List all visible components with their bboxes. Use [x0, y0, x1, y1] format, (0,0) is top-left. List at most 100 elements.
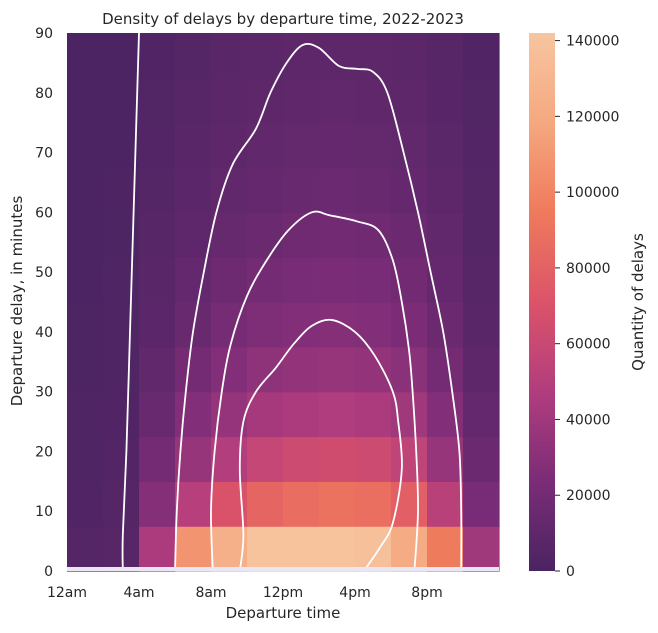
colorbar-tick-label: 120000 — [566, 109, 619, 125]
heatmap-cell — [463, 391, 500, 438]
y-tick-label: 10 — [35, 504, 53, 520]
heatmap-cell — [463, 481, 500, 527]
heatmap-cell — [139, 302, 176, 348]
contour-line — [174, 42, 463, 572]
heatmap-cell — [211, 122, 248, 169]
heatmap-cell — [247, 346, 284, 393]
y-tick-label: 50 — [35, 265, 53, 281]
heatmap-cell — [391, 391, 428, 438]
heatmap-cell — [319, 257, 356, 303]
colorbar-tick-label: 20000 — [566, 488, 611, 504]
heatmap-cell — [67, 77, 104, 124]
heatmap-cells — [67, 33, 500, 572]
heatmap-cell — [139, 436, 176, 482]
heatmap-cell — [355, 257, 392, 303]
heatmap-cell — [103, 77, 140, 124]
contour-lines — [67, 32, 499, 572]
heatmap-cell — [427, 346, 464, 393]
heatmap-cell — [139, 212, 176, 258]
heatmap-cell — [319, 481, 356, 527]
heatmap-cell — [427, 436, 464, 482]
heatmap-cell — [103, 391, 140, 438]
heatmap-cell — [139, 346, 176, 393]
heatmap-cell — [211, 436, 248, 482]
colorbar-label: Quantity of delays — [629, 233, 647, 371]
heatmap-cell — [355, 122, 392, 169]
colorbar-ticks: 0 20000 40000 60000 80000 100000 120000 140000 — [555, 34, 619, 580]
heatmap-cell — [283, 33, 320, 79]
x-tick-label: 4pm — [339, 585, 370, 601]
heatmap-cell — [463, 436, 500, 482]
contour-line — [121, 32, 140, 572]
heatmap-cell — [391, 436, 428, 482]
heatmap-cell — [67, 167, 104, 213]
heatmap-cell — [67, 526, 104, 572]
heatmap-cell — [211, 33, 248, 79]
heatmap-cell — [319, 33, 356, 79]
heatmap-cell — [391, 257, 428, 303]
heatmap-cell — [283, 391, 320, 438]
heatmap-cell — [103, 33, 140, 79]
heatmap-cell — [283, 212, 320, 258]
heatmap-cell — [247, 526, 284, 572]
colorbar-tick-label: 80000 — [566, 261, 611, 277]
heatmap-cell — [247, 391, 284, 438]
y-tick-label: 30 — [35, 385, 53, 401]
heatmap-cell — [139, 481, 176, 527]
heatmap-cell — [283, 436, 320, 482]
heatmap-cell — [103, 346, 140, 393]
heatmap-cell — [103, 302, 140, 348]
heatmap-cell — [139, 77, 176, 124]
y-tick-label: 20 — [35, 444, 53, 460]
heatmap-cell — [67, 436, 104, 482]
contour-line — [210, 210, 419, 572]
heatmap-cell — [355, 167, 392, 213]
heatmap-cell — [319, 167, 356, 213]
heatmap-cell — [319, 77, 356, 124]
heatmap-cell — [247, 302, 284, 348]
heatmap-cell — [283, 77, 320, 124]
colorbar — [529, 33, 555, 571]
heatmap-cell — [463, 33, 500, 79]
heatmap-cell — [139, 33, 176, 79]
heatmap-cell — [463, 167, 500, 213]
heatmap-cell — [175, 212, 212, 258]
y-tick-label: 80 — [35, 86, 53, 102]
heatmap-cell — [427, 122, 464, 169]
heatmap-cell — [427, 526, 464, 572]
heatmap-cell — [427, 33, 464, 79]
heatmap-cell — [463, 346, 500, 393]
heatmap-cell — [139, 167, 176, 213]
heatmap-cell — [463, 526, 500, 572]
heatmap-cell — [139, 122, 176, 169]
heatmap-cell — [103, 257, 140, 303]
heatmap-cell — [355, 212, 392, 258]
heatmap-cell — [463, 257, 500, 303]
x-axis: 12am 4am 8am 12pm 4pm 8pm — [47, 585, 443, 601]
heatmap-cell — [175, 481, 212, 527]
y-tick-label: 70 — [35, 146, 53, 162]
heatmap-cell — [427, 167, 464, 213]
heatmap-cell — [319, 526, 356, 572]
heatmap-cell — [175, 33, 212, 79]
heatmap-cell — [211, 346, 248, 393]
heatmap-cell — [283, 481, 320, 527]
heatmap-cell — [355, 77, 392, 124]
heatmap-cell — [247, 33, 284, 79]
colorbar-tick-label: 40000 — [566, 412, 611, 428]
y-axis-label: Departure delay, in minutes — [8, 196, 26, 407]
heatmap-cell — [247, 436, 284, 482]
heatmap-cell — [319, 122, 356, 169]
y-tick-label: 0 — [44, 564, 53, 580]
heatmap-cell — [175, 77, 212, 124]
heatmap-cell — [139, 257, 176, 303]
heatmap-cell — [355, 33, 392, 79]
heatmap-cell — [355, 391, 392, 438]
heatmap-cell — [391, 122, 428, 169]
heatmap-cell — [103, 481, 140, 527]
heatmap-cell — [391, 212, 428, 258]
heatmap-cell — [175, 346, 212, 393]
heatmap-cell — [103, 122, 140, 169]
heatmap-cell — [139, 391, 176, 438]
colorbar-tick-label: 60000 — [566, 337, 611, 353]
